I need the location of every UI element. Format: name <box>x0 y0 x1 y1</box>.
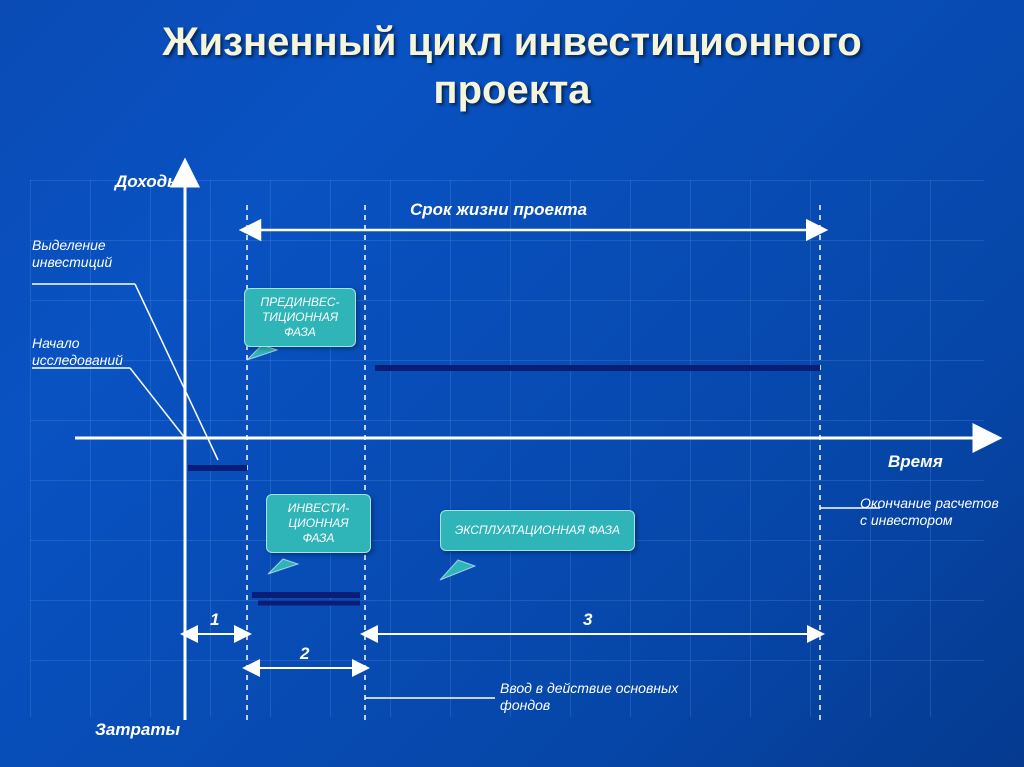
callout-tail-preinvest <box>247 345 277 360</box>
x-axis-label: Время <box>888 452 943 472</box>
callout-tail-invest <box>268 559 298 574</box>
callout-preinvest: ПРЕДИНВЕС-ТИЦИОННАЯ ФАЗА <box>244 288 356 347</box>
callout-tail-exploit <box>440 560 475 580</box>
y-axis-label: Доходы <box>115 172 182 192</box>
label-start-research: Начало исследований <box>32 335 152 369</box>
label-commissioning: Ввод в действие основных фондов <box>500 680 700 714</box>
callout-exploit: ЭКСПЛУАТАЦИОННАЯ ФАЗА <box>440 510 635 551</box>
callout-invest: ИНВЕСТИ-ЦИОННАЯ ФАЗА <box>266 494 371 553</box>
phase-num-3: 3 <box>583 610 592 630</box>
leader-alloc-d <box>135 284 218 460</box>
label-project-life: Срок жизни проекта <box>410 200 587 220</box>
phase-num-2: 2 <box>300 644 309 664</box>
label-alloc-invest: Выделение инвестиций <box>32 237 132 271</box>
phase-num-1: 1 <box>210 610 219 630</box>
label-end-calc: Окончание расчетов с инвестором <box>860 495 1000 529</box>
leader-research-d <box>130 368 185 438</box>
diagram-svg <box>0 0 1024 767</box>
costs-label: Затраты <box>95 720 180 740</box>
